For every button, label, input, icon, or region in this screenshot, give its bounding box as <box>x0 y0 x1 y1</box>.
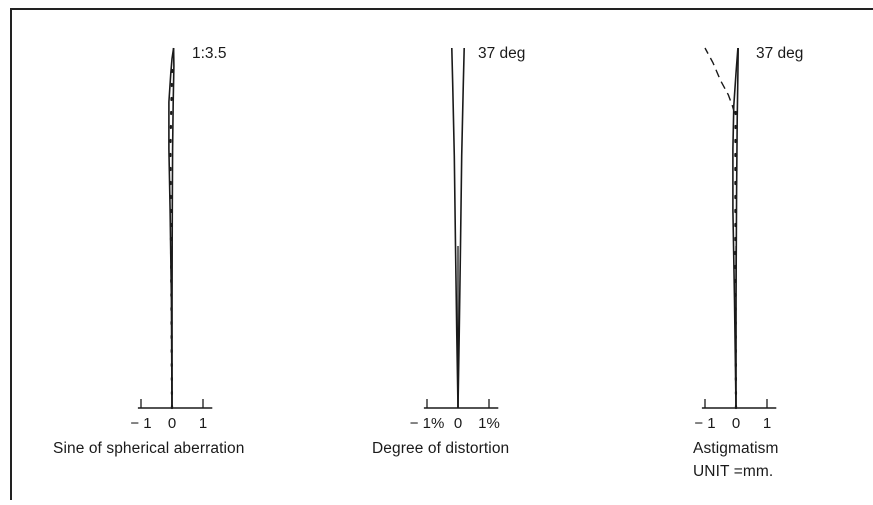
astigmatism-curve-dashed <box>704 47 736 114</box>
astigmatism-tick-label: − 1 <box>694 415 715 432</box>
spherical-tick-label: 1 <box>199 415 207 432</box>
astigmatism-top-label: 37 deg <box>756 45 803 62</box>
distortion-tick-label: 0 <box>454 415 462 432</box>
spherical-curve-solid <box>168 47 175 409</box>
distortion-panel: − 1% 0 1% 37 deg <box>410 45 526 432</box>
astigmatism-caption: Astigmatism <box>693 440 779 457</box>
spherical-tick-label: 0 <box>168 415 176 432</box>
spherical-tick-label: − 1 <box>130 415 151 432</box>
astigmatism-curve-solid <box>735 47 739 408</box>
astigmatism-curve-solid <box>732 47 739 409</box>
astigmatism-curve-dotted <box>734 100 738 410</box>
astigmatism-tick-label: 0 <box>732 415 740 432</box>
distortion-tick-label: 1% <box>478 415 500 432</box>
unit-caption: UNIT =mm. <box>693 463 774 480</box>
frame-left-border <box>10 8 12 500</box>
distortion-curve-solid <box>451 47 459 409</box>
astigmatism-tick-label: 1 <box>763 415 771 432</box>
distortion-caption: Degree of distortion <box>372 440 510 457</box>
astigmatism-panel: − 1 0 1 37 deg <box>694 45 803 432</box>
spherical-top-label: 1:3.5 <box>192 45 226 62</box>
spherical-panel: − 1 0 1 1:3.5 <box>130 45 226 432</box>
frame-top-border <box>10 8 873 10</box>
spherical-aberration-caption: Sine of spherical aberration <box>53 440 245 457</box>
distortion-tick-label: − 1% <box>410 415 445 432</box>
spherical-curve-solid <box>171 47 175 408</box>
distortion-curve-solid <box>457 47 465 409</box>
distortion-top-label: 37 deg <box>478 45 525 62</box>
